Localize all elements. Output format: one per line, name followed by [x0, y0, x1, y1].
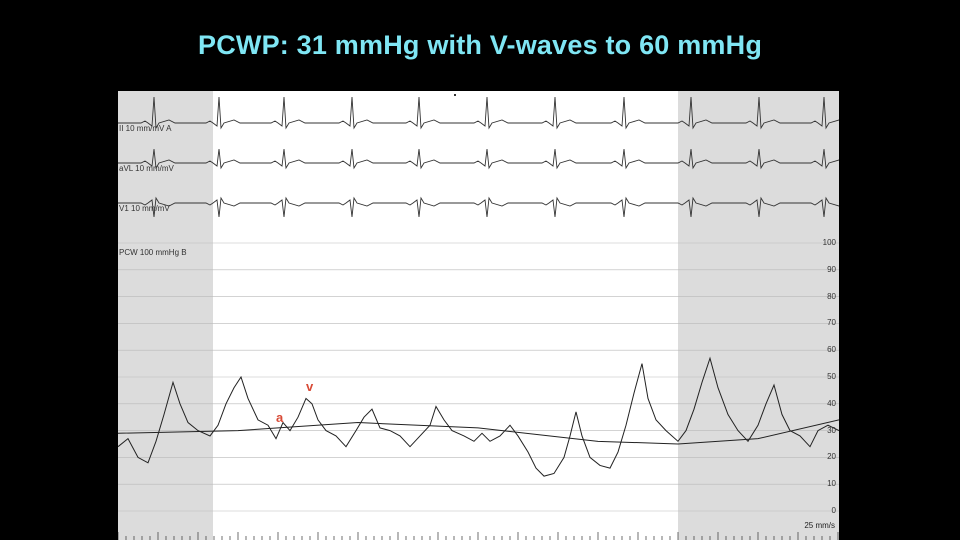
shaded-region-left	[118, 91, 213, 540]
scale-tick: 40	[827, 398, 836, 408]
scale-tick: 30	[827, 425, 836, 435]
shaded-region-right	[678, 91, 839, 540]
a-wave-label: a	[276, 410, 284, 425]
ecg-lead-trace	[118, 96, 839, 130]
ecg-traces	[118, 96, 839, 218]
scale-tick: 100	[822, 238, 836, 247]
scale-tick: 20	[827, 452, 836, 462]
v-wave-label: v	[306, 379, 314, 394]
lead-label-ii: II 10 mm/mV A	[119, 124, 172, 133]
scale-tick: 0	[831, 506, 836, 515]
pcw-mean-trace	[118, 419, 839, 445]
scale-tick: 90	[827, 264, 836, 274]
pcw-channel-label: PCW 100 mmHg B	[119, 248, 187, 257]
time-ruler	[118, 532, 839, 540]
scale-tick: 10	[827, 479, 836, 489]
slide-title: PCWP: 31 mmHg with V-waves to 60 mmHg	[197, 30, 763, 60]
pressure-grid	[118, 242, 839, 512]
scale-tick: 50	[827, 372, 836, 381]
paper-speed: 25 mm/s	[804, 521, 835, 530]
scale-tick: 70	[827, 318, 836, 328]
tracing-graphic	[118, 91, 839, 540]
ecg-lead-trace	[118, 148, 839, 170]
ecg-lead-trace	[118, 196, 839, 218]
scale-tick: 60	[827, 345, 836, 355]
scale-tick: 80	[827, 291, 836, 301]
lead-label-avl: aVL 10 mm/mV	[119, 164, 174, 173]
pcw-pressure-trace	[118, 356, 839, 477]
marker-dot	[454, 94, 456, 96]
lead-label-v1: V1 10 mm/mV	[119, 204, 170, 213]
hemodynamic-tracing: II 10 mm/mV A aVL 10 mm/mV V1 10 mm/mV P…	[118, 91, 839, 540]
